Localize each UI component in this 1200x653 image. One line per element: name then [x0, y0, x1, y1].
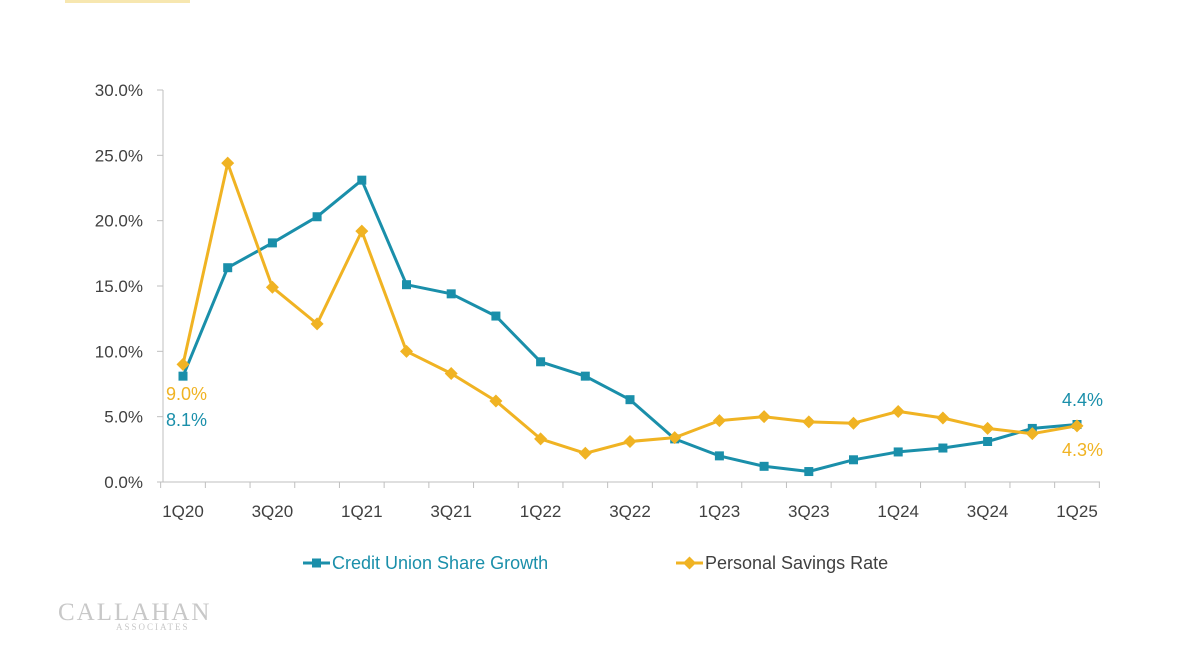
data-point-diamond: [489, 394, 503, 408]
data-point-square: [580, 371, 590, 381]
chart-data-labels: 9.0% 8.1% 4.4% 4.3%: [166, 384, 1103, 460]
x-tick-label: 1Q23: [699, 502, 741, 521]
data-point-diamond: [310, 317, 324, 331]
y-tick-label: 25.0%: [95, 146, 143, 165]
x-tick-label: 3Q21: [430, 502, 472, 521]
data-label-share-end: 4.4%: [1062, 390, 1103, 410]
data-point-diamond: [355, 224, 369, 238]
data-point-square: [938, 443, 948, 453]
data-point-diamond: [578, 446, 592, 460]
data-label-share-start: 8.1%: [166, 410, 207, 430]
data-point-square: [714, 451, 724, 461]
x-tick-label: 3Q23: [788, 502, 830, 521]
data-point-diamond: [802, 415, 816, 429]
data-point-diamond: [265, 280, 279, 294]
data-point-diamond: [712, 414, 726, 428]
data-point-square: [267, 238, 277, 248]
x-tick-label: 3Q20: [252, 502, 294, 521]
y-tick-label: 5.0%: [104, 408, 143, 427]
data-point-square: [893, 447, 903, 457]
data-point-square: [849, 455, 858, 465]
data-point-diamond: [534, 432, 548, 446]
data-label-savings-end: 4.3%: [1062, 440, 1103, 460]
chart-series: [176, 156, 1084, 477]
chart-tick-labels: 0.0% 5.0% 10.0% 15.0% 20.0% 25.0% 30.0% 1Q20 3Q2…: [95, 81, 1098, 521]
y-tick-label: 15.0%: [95, 277, 143, 296]
legend-label: Personal Savings Rate: [705, 553, 888, 573]
x-tick-label: 1Q25: [1056, 502, 1098, 521]
data-point-diamond: [1025, 427, 1039, 441]
y-tick-label: 20.0%: [95, 212, 143, 231]
y-tick-label: 10.0%: [95, 342, 143, 361]
data-point-diamond: [757, 410, 771, 424]
data-point-diamond: [981, 421, 995, 435]
data-point-diamond: [444, 367, 458, 381]
chart-axes: [157, 89, 1100, 488]
data-point-diamond: [400, 344, 413, 358]
data-point-square: [536, 357, 546, 367]
legend-marker-diamond: [683, 556, 696, 570]
x-tick-label: 3Q24: [967, 502, 1009, 521]
logo-main-text: CALLAHAN: [58, 599, 212, 626]
data-point-square: [983, 436, 993, 446]
y-tick-label: 30.0%: [95, 81, 143, 100]
x-tick-label: 1Q24: [877, 502, 919, 521]
data-point-square: [804, 467, 814, 477]
data-point-diamond: [1070, 419, 1084, 433]
data-point-diamond: [623, 434, 637, 448]
data-point-square: [446, 289, 456, 299]
data-point-diamond: [847, 416, 860, 430]
x-tick-label: 3Q22: [609, 502, 651, 521]
data-point-square: [178, 371, 188, 381]
data-point-diamond: [936, 411, 950, 425]
data-label-savings-start: 9.0%: [166, 384, 207, 404]
data-point-square: [312, 212, 322, 222]
data-point-diamond: [221, 156, 235, 170]
legend-label: Credit Union Share Growth: [332, 553, 548, 573]
data-point-square: [491, 311, 501, 321]
data-point-diamond: [891, 404, 905, 418]
x-tick-label: 1Q22: [520, 502, 562, 521]
data-point-square: [402, 280, 411, 290]
data-point-square: [357, 175, 367, 185]
x-tick-label: 1Q20: [162, 502, 204, 521]
top-accent-bar: [65, 0, 190, 3]
legend-marker-square: [312, 558, 321, 568]
chart-legend: Credit Union Share Growth Personal Saving…: [303, 553, 888, 573]
data-point-square: [223, 263, 233, 273]
x-tick-label: 1Q21: [341, 502, 383, 521]
logo-sub-text: ASSOCIATES: [116, 622, 190, 632]
data-point-diamond: [668, 431, 682, 445]
callahan-logo: CALLAHAN ASSOCIATES: [58, 600, 212, 632]
series-line-1: [181, 161, 1078, 455]
data-point-square: [625, 395, 635, 405]
data-point-square: [759, 461, 769, 471]
y-tick-label: 0.0%: [104, 473, 143, 492]
data-point-diamond: [176, 357, 190, 371]
